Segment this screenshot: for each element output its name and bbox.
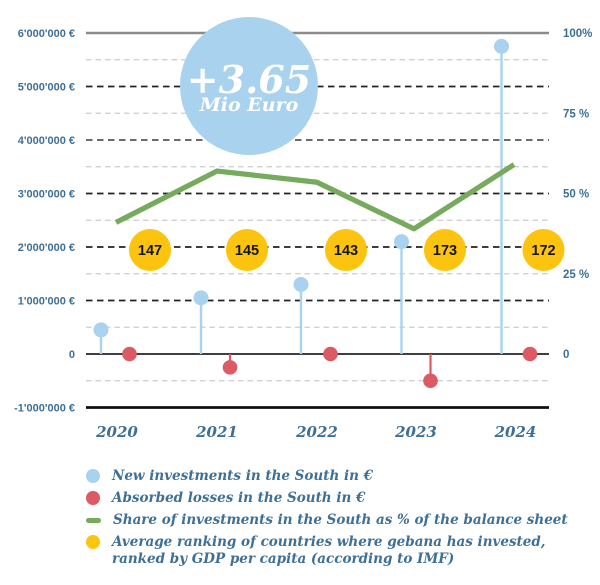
left-axis-tick: 0	[69, 349, 75, 361]
x-axis-year-label: 2022	[295, 423, 338, 441]
left-axis-tick: 2'000'000 €	[18, 242, 75, 254]
right-axis-tick: 50 %	[563, 189, 589, 201]
new-investment-point	[193, 290, 209, 306]
left-axis-tick: 3'000'000 €	[18, 189, 75, 201]
new-investment-point	[293, 276, 309, 292]
ranking-badge-value: 172	[531, 243, 555, 259]
absorbed-loss-point	[522, 346, 538, 362]
annotation-unit: Mio Euro	[199, 94, 299, 116]
ranking-badge	[129, 229, 171, 271]
new-investment-point	[494, 38, 509, 54]
legend-label: Average ranking of countries where geban…	[112, 534, 546, 567]
left-axis-tick: 6'000'000 €	[18, 28, 75, 40]
ranking-badge	[424, 229, 466, 271]
legend-item-new-investments: New investments in the South in €	[86, 468, 568, 485]
ranking-badge-value: 145	[235, 243, 259, 259]
left-axis-tick: 1'000'000 €	[18, 296, 75, 308]
new-investment-point	[394, 234, 409, 250]
legend-item-average-ranking: Average ranking of countries where geban…	[86, 534, 568, 568]
legend-label: Share of investments in the South as % o…	[113, 512, 568, 528]
absorbed-loss-point	[122, 346, 137, 362]
x-axis-year-label: 2020	[95, 423, 138, 441]
x-axis-year-label: 2021	[195, 423, 238, 441]
legend: New investments in the South in € Absorb…	[86, 468, 568, 568]
x-axis-year-label: 2024	[494, 423, 537, 441]
annotation-bubble	[180, 17, 318, 155]
annotation-value: +3.65	[187, 57, 311, 102]
right-axis-tick: 75 %	[563, 108, 589, 120]
share-line	[114, 162, 516, 232]
ranking-badge	[325, 229, 367, 271]
right-axis-tick: 0	[563, 349, 569, 361]
absorbed-loss-point	[222, 360, 238, 375]
new-investment-point	[93, 322, 109, 338]
left-axis-tick: -1'000'000 €	[14, 403, 75, 415]
x-axis-year-label: 2023	[394, 423, 437, 441]
average-ranking-swatch-icon	[86, 535, 100, 549]
ranking-badge-value: 147	[138, 243, 162, 259]
legend-item-share-of-investments: Share of investments in the South as % o…	[86, 512, 568, 529]
new-investments-swatch-icon	[86, 469, 100, 483]
legend-label: New investments in the South in €	[112, 468, 374, 484]
absorbed-losses-swatch-icon	[86, 491, 100, 505]
legend-item-absorbed-losses: Absorbed losses in the South in €	[86, 490, 568, 507]
legend-label: Absorbed losses in the South in €	[112, 490, 366, 506]
ranking-badge	[522, 229, 565, 271]
ranking-badge	[226, 229, 268, 271]
left-axis-tick: 4'000'000 €	[18, 135, 75, 147]
right-axis-tick: 25 %	[563, 269, 589, 281]
right-axis-tick: 100%	[563, 28, 592, 40]
absorbed-loss-point	[323, 346, 338, 362]
ranking-badge-value: 143	[334, 243, 358, 259]
absorbed-loss-point	[423, 373, 438, 389]
share-line-swatch-icon	[86, 518, 101, 523]
ranking-badge-value: 173	[433, 243, 457, 259]
left-axis-tick: 5'000'000 €	[18, 82, 75, 94]
